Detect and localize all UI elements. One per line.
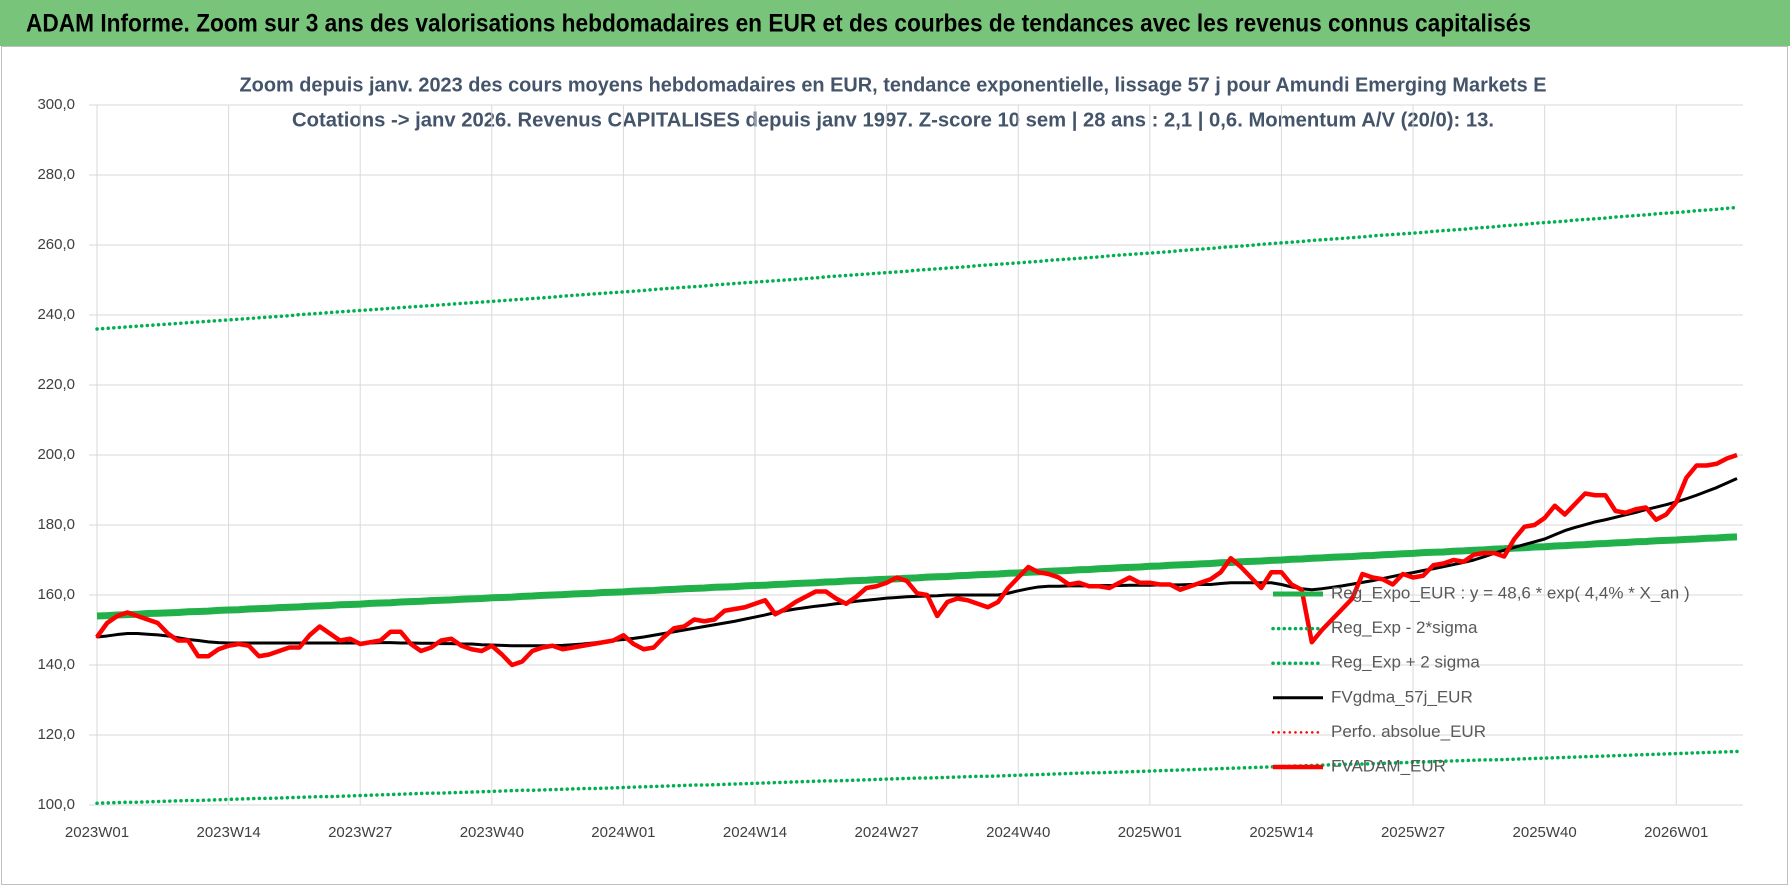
x-tick-label: 2024W01 xyxy=(591,824,655,841)
x-tick-label: 2023W01 xyxy=(65,824,129,841)
x-tick-label: 2023W14 xyxy=(196,824,260,841)
y-tick-label: 220,0 xyxy=(37,376,75,393)
legend-label: FVADAM_EUR xyxy=(1331,756,1446,775)
y-tick-label: 160,0 xyxy=(37,586,75,603)
chart-subtitle: Cotations -> janv 2026. Revenus CAPITALI… xyxy=(292,109,1494,131)
series-line xyxy=(95,452,1738,668)
legend-label: Reg_Expo_EUR : y = 48,6 * exp( 4,4% * X_… xyxy=(1331,583,1690,602)
y-tick-label: 300,0 xyxy=(37,96,75,113)
y-tick-label: 260,0 xyxy=(37,236,75,253)
series-line xyxy=(95,205,1739,331)
y-tick-label: 200,0 xyxy=(37,446,75,463)
y-tick-label: 280,0 xyxy=(37,166,75,183)
y-tick-label: 120,0 xyxy=(37,726,75,743)
legend-label: Perfo. absolue_EUR xyxy=(1331,722,1486,741)
x-tick-label: 2023W27 xyxy=(328,824,392,841)
x-tick-label: 2024W14 xyxy=(723,824,787,841)
x-tick-label: 2025W01 xyxy=(1118,824,1182,841)
y-tick-label: 180,0 xyxy=(37,516,75,533)
x-tick-label: 2024W40 xyxy=(986,824,1050,841)
page-title: ADAM Informe. Zoom sur 3 ans des valoris… xyxy=(26,10,1531,38)
x-tick-label: 2023W40 xyxy=(460,824,524,841)
x-tick-label: 2025W40 xyxy=(1513,824,1577,841)
series-line xyxy=(95,749,1739,805)
x-tick-label: 2025W27 xyxy=(1381,824,1445,841)
chart-frame xyxy=(1,46,1788,885)
chart-title: Zoom depuis janv. 2023 des cours moyens … xyxy=(240,74,1547,96)
y-tick-label: 140,0 xyxy=(37,656,75,673)
x-tick-label: 2025W14 xyxy=(1249,824,1313,841)
x-tick-label: 2024W27 xyxy=(855,824,919,841)
legend-label: Reg_Exp + 2 sigma xyxy=(1331,653,1480,672)
y-tick-label: 100,0 xyxy=(37,796,75,813)
x-tick-label: 2026W01 xyxy=(1644,824,1708,841)
header-bar xyxy=(0,0,1790,46)
legend-label: FVgdma_57j_EUR xyxy=(1331,687,1473,706)
y-tick-label: 240,0 xyxy=(37,306,75,323)
series-line xyxy=(96,533,1738,620)
legend-label: Reg_Exp - 2*sigma xyxy=(1331,618,1478,637)
